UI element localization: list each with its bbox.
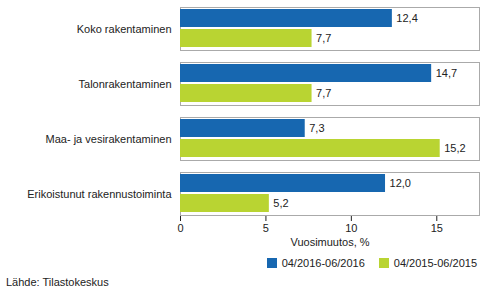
svg-text:15: 15 (431, 222, 443, 234)
svg-text:Koko rakentaminen: Koko rakentaminen (77, 23, 172, 35)
svg-text:Maa- ja vesirakentaminen: Maa- ja vesirakentaminen (46, 133, 172, 145)
svg-text:10: 10 (345, 222, 357, 234)
svg-text:12,0: 12,0 (390, 177, 411, 189)
svg-text:14,7: 14,7 (436, 67, 457, 79)
html-text:04/2016-06/2016: 04/2016-06/2016 (281, 257, 365, 269)
svg-text:0: 0 (177, 222, 183, 234)
svg-text:Talonrakentaminen: Talonrakentaminen (79, 78, 172, 90)
svg-text:5: 5 (263, 222, 269, 234)
html-text:Lähde: Tilastokeskus: Lähde: Tilastokeskus (6, 276, 109, 288)
svg-text:7,7: 7,7 (316, 87, 331, 99)
svg-text:15,2: 15,2 (444, 142, 465, 154)
html-text:04/2015-06/2015: 04/2015-06/2015 (393, 257, 477, 269)
svg-text:Erikoistunut rakennustoiminta: Erikoistunut rakennustoiminta (27, 188, 172, 200)
svg-text:12,4: 12,4 (396, 12, 417, 24)
svg-text:7,3: 7,3 (309, 122, 324, 134)
svg-text:7,7: 7,7 (316, 32, 331, 44)
svg-text:Vuosimuutos, %: Vuosimuutos, % (290, 236, 369, 248)
svg-text:5,2: 5,2 (273, 197, 288, 209)
